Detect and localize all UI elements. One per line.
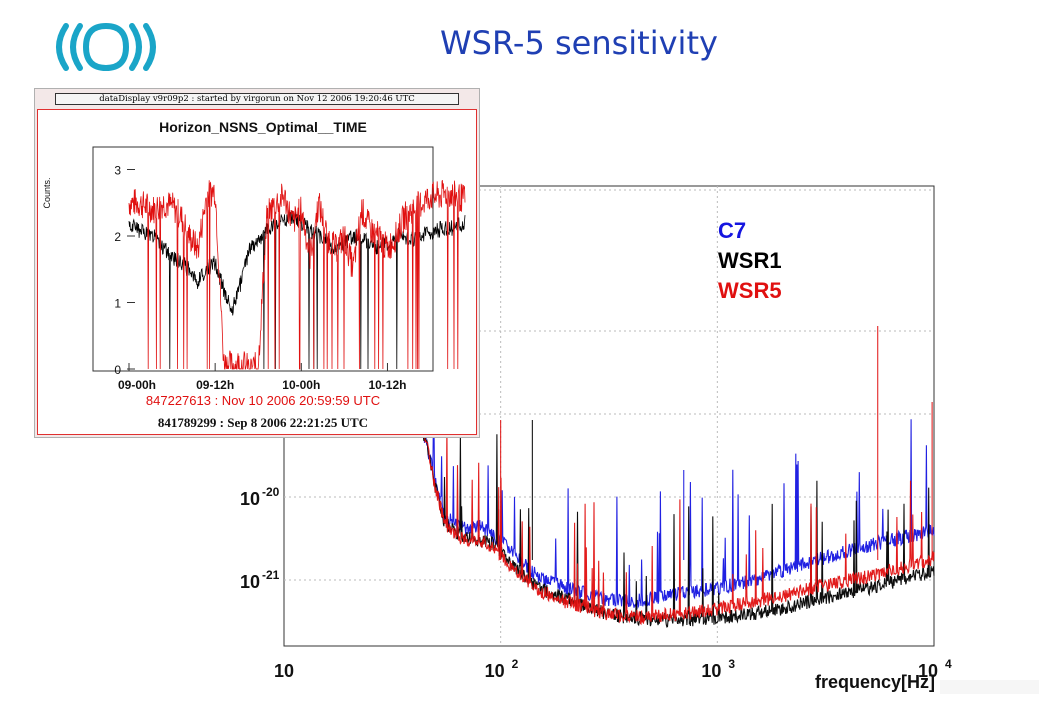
y-tick-exponent: -21: [262, 568, 280, 582]
inset-series-group: [128, 180, 466, 370]
logo-arc-3: [129, 23, 142, 71]
x-tick-label: 10: [701, 661, 721, 681]
legend-wsr5: WSR5: [718, 278, 782, 303]
divider: [940, 680, 1039, 694]
grid: [284, 186, 934, 646]
logo-arc-2: [70, 23, 83, 71]
x-tick-exponent: 4: [945, 657, 952, 671]
x-tick-label: 10: [485, 661, 505, 681]
inset-y-tick-label: 1: [114, 297, 121, 311]
logo-arc-4: [143, 23, 156, 71]
virgo-logo-icon: [56, 23, 156, 72]
x-tick-exponent: 2: [512, 657, 519, 671]
inset-x-tick-label: 09-00h: [118, 378, 156, 392]
inset-chart-title: Horizon_NSNS_Optimal__TIME: [159, 119, 367, 135]
page-title: WSR-5 sensitivity: [440, 24, 718, 62]
inset-window-header: dataDisplay v9r09p2 : started by virgoru…: [55, 93, 459, 105]
inset-series-black: [128, 209, 466, 370]
inset-panel: dataDisplay v9r09p2 : started by virgoru…: [34, 88, 480, 438]
logo-arc-1: [56, 23, 69, 71]
x-axis-label: frequency[Hz]: [815, 672, 935, 692]
inset-x-tick-label: 10-00h: [282, 378, 320, 392]
inset-legend-black: 841789299 : Sep 8 2006 22:21:25 UTC: [158, 415, 368, 430]
inset-y-tick-label: 2: [114, 230, 121, 244]
x-tick-exponent: 3: [728, 657, 735, 671]
x-tick-label: 10: [274, 661, 294, 681]
y-tick-exponent: -20: [262, 485, 280, 499]
horizon-chart: Horizon_NSNS_Optimal__TIME Counts. 01230…: [42, 119, 466, 430]
inset-axis-ticks: 0 1 2 3 09-00h 09-12h 10-00h 10-12h: [114, 164, 406, 393]
inset-y-tick-label: 0: [114, 363, 121, 377]
legend-wsr1: WSR1: [718, 248, 782, 273]
series-wsr5: [403, 392, 935, 626]
inset-x-tick-label: 09-12h: [196, 378, 234, 392]
legend: C7 WSR1 WSR5: [718, 218, 782, 303]
logo-ring: [82, 23, 130, 72]
series-wsr1: [403, 375, 935, 628]
y-tick-label: 10: [240, 489, 260, 509]
inset-y-tick-label: 3: [114, 164, 121, 178]
inset-series-red: [128, 180, 466, 370]
inset-x-tick-label: 10-12h: [368, 378, 406, 392]
legend-c7: C7: [718, 218, 746, 243]
inset-legend-red: 847227613 : Nov 10 2006 20:59:59 UTC: [146, 393, 380, 408]
inset-y-axis-label: Counts.: [42, 177, 52, 208]
x-tick-label: 10: [918, 661, 938, 681]
y-tick-label: 10: [240, 572, 260, 592]
series-group: [403, 326, 935, 628]
inset-plot-area: [92, 146, 434, 372]
